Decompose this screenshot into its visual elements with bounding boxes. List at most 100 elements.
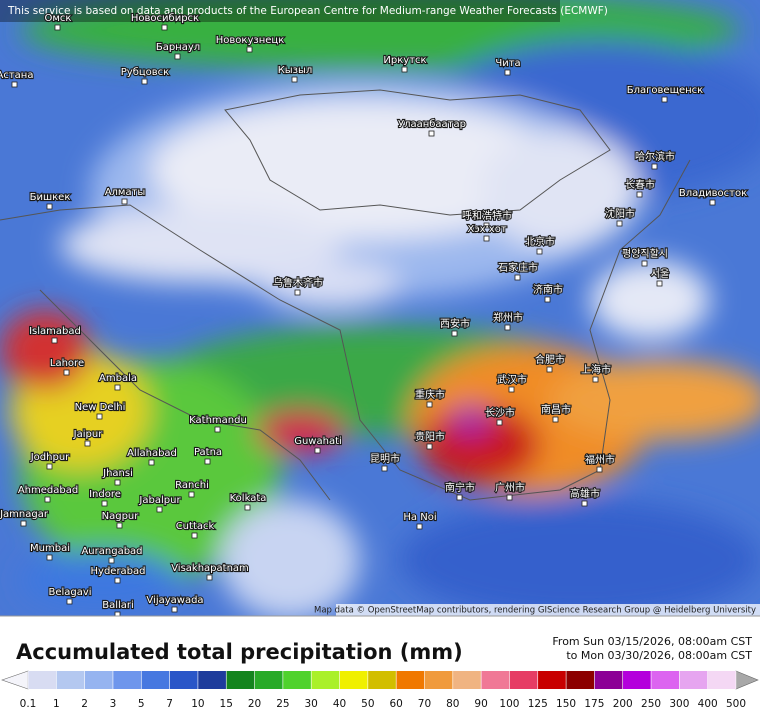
city-marker	[66, 598, 73, 605]
city-marker	[141, 78, 148, 85]
colorbar-segment	[311, 671, 340, 689]
attribution-bar	[0, 0, 560, 22]
city-label: Рубцовск	[121, 67, 169, 78]
city-label: 呼和浩特市	[462, 209, 512, 222]
city-label: 郑州市	[493, 311, 523, 324]
city-marker	[636, 191, 643, 198]
city-labels: Омск Новосибирск Барнаул Новокузнецк Рубцовс…	[0, 12, 748, 616]
city-label: Kolkata	[230, 493, 267, 504]
city-marker	[101, 500, 108, 507]
city-marker	[114, 479, 121, 486]
city-marker	[314, 447, 321, 454]
colorbar-segment	[84, 671, 113, 689]
colorbar-label: 15	[220, 698, 233, 710]
colorbar-label: 10	[191, 698, 204, 710]
city-label: 西安市	[440, 317, 470, 330]
colorbar-segment	[651, 671, 680, 689]
city-marker	[148, 459, 155, 466]
city-label: Омск	[45, 13, 72, 24]
city-marker	[641, 260, 648, 267]
city-marker	[581, 500, 588, 507]
colorbar-label: 2	[81, 698, 88, 710]
city-marker	[456, 494, 463, 501]
city-marker	[191, 532, 198, 539]
colorbar-segment	[707, 671, 736, 689]
city-label: Mumbai	[30, 543, 70, 554]
city-label: Иркутск	[383, 55, 426, 66]
city-label: Астана	[0, 70, 33, 81]
city-label: Ha Noi	[403, 512, 436, 523]
city-marker	[244, 504, 251, 511]
city-label: Cuttack	[176, 521, 215, 532]
colorbar-label: 20	[248, 698, 261, 710]
city-label: Кызыл	[278, 65, 313, 76]
city-label: Allahabad	[127, 448, 177, 459]
colorbar-segment	[112, 671, 142, 689]
city-label: 上海市	[581, 363, 611, 376]
city-label: Vijayawada	[146, 595, 203, 606]
city-label: New Delhi	[75, 402, 126, 413]
city-marker	[291, 76, 298, 83]
city-label: 평양직할시	[622, 248, 668, 260]
city-marker	[428, 130, 435, 137]
city-marker	[204, 458, 211, 465]
colorbar-segment	[481, 671, 510, 689]
borders	[0, 89, 691, 501]
legend-title: Accumulated total precipitation (mm)	[16, 640, 463, 664]
city-marker	[496, 419, 503, 426]
colorbar-segment	[282, 671, 312, 689]
colorbar-segment	[197, 671, 227, 689]
colorbar-label: 300	[669, 698, 689, 710]
city-marker	[656, 280, 663, 287]
colorbar-segment	[141, 671, 170, 689]
colorbar-segment	[226, 671, 255, 689]
city-label: Владивосток	[679, 188, 747, 199]
colorbar-segment	[367, 671, 397, 689]
colorbar-label: 7	[166, 698, 173, 710]
city-marker	[661, 96, 668, 103]
city-label: Jabalpur	[138, 495, 181, 506]
colorbar-segment	[594, 671, 623, 689]
city-marker	[709, 199, 716, 206]
city-marker	[84, 440, 91, 447]
city-label: Ranchi	[175, 480, 209, 491]
city-marker	[46, 554, 53, 561]
city-marker	[161, 24, 168, 31]
colorbar-segment	[424, 671, 453, 689]
city-label: Patna	[194, 447, 222, 458]
city-label: Новокузнецк	[216, 35, 284, 46]
city-label: 乌鲁木齐市	[273, 276, 323, 289]
colorbar-label: 125	[528, 698, 548, 710]
city-label: 北京市	[525, 235, 555, 248]
city-label: Guwahati	[294, 436, 342, 447]
city-marker	[401, 66, 408, 73]
colorbar-label: 3	[110, 698, 117, 710]
colorbar-label: 5	[138, 698, 145, 710]
colorbar-segment	[679, 671, 708, 689]
map-attribution: Map data © OpenStreetMap contributors, r…	[314, 606, 756, 616]
city-label: Jodhpur	[30, 452, 70, 463]
city-marker	[596, 466, 603, 473]
city-marker	[426, 443, 433, 450]
city-label: Ahmedabad	[18, 485, 78, 496]
city-marker	[121, 198, 128, 205]
colorbar-label: 30	[305, 698, 318, 710]
colorbar-label: 0.1	[20, 698, 37, 710]
city-marker	[156, 506, 163, 513]
city-label: 서울	[651, 268, 669, 280]
colorbar-label: 40	[333, 698, 346, 710]
city-label: Jamnagar	[0, 509, 49, 520]
city-marker	[504, 324, 511, 331]
city-label: 南昌市	[541, 403, 571, 416]
city-label: 石家庄市	[498, 261, 538, 274]
city-label: Благовещенск	[627, 85, 703, 96]
city-label: 长沙市	[485, 406, 515, 419]
city-label: 合肥市	[535, 353, 565, 366]
city-marker	[544, 296, 551, 303]
city-marker	[51, 337, 58, 344]
city-label: Чита	[495, 58, 520, 69]
city-marker	[536, 248, 543, 255]
city-label: Ambala	[99, 373, 137, 384]
city-marker	[114, 611, 121, 616]
